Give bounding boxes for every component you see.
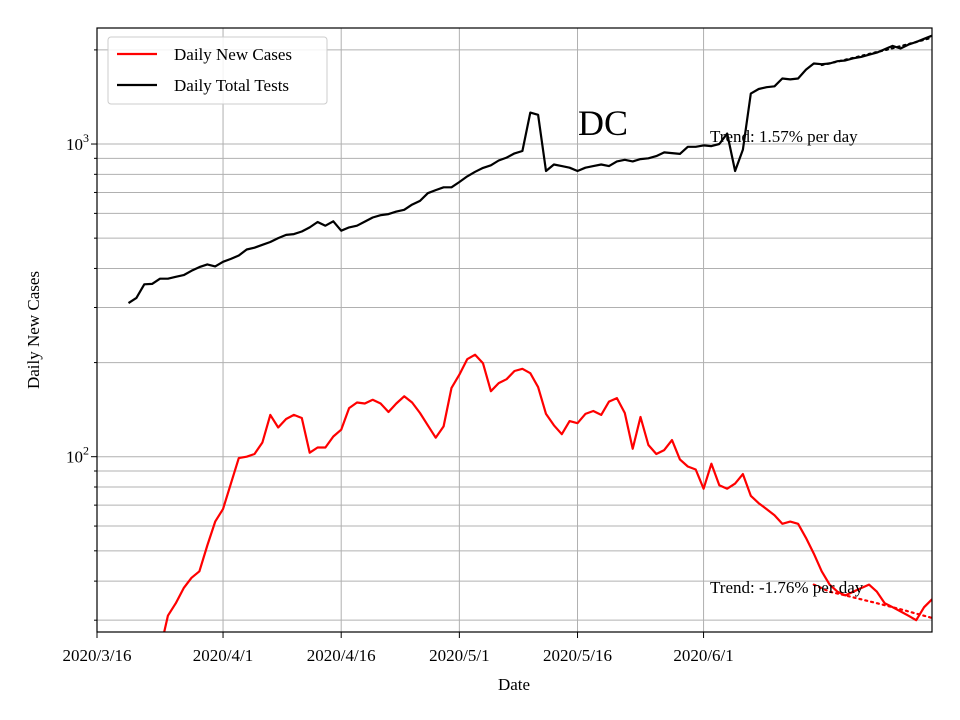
y-tick-label: 103 bbox=[66, 131, 89, 154]
series-lines bbox=[127, 34, 932, 632]
y-tick-label: 102 bbox=[66, 444, 89, 467]
legend-label-daily-new-cases: Daily New Cases bbox=[174, 45, 292, 64]
x-axis-ticks: 2020/3/16 2020/4/1 2020/4/16 2020/5/1 2020/5… bbox=[63, 632, 734, 665]
x-tick-label: 2020/4/1 bbox=[193, 646, 253, 665]
x-tick-label: 2020/4/16 bbox=[307, 646, 376, 665]
x-tick-label: 2020/5/16 bbox=[543, 646, 612, 665]
legend-box bbox=[107, 36, 328, 105]
trend-line-daily-new-cases bbox=[812, 583, 932, 620]
tests-trend-annotation: Trend: 1.57% per day bbox=[710, 127, 858, 146]
grid-lines bbox=[96, 28, 932, 632]
x-tick-label: 2020/3/16 bbox=[63, 646, 132, 665]
trend-lines bbox=[812, 36, 932, 620]
series-line-daily-total-tests bbox=[127, 34, 932, 305]
cases-trend-annotation: Trend: -1.76% per day bbox=[710, 578, 864, 597]
legend-label-daily-total-tests: Daily Total Tests bbox=[174, 76, 289, 95]
y-axis-ticks: 102 103 bbox=[66, 49, 97, 621]
y-axis-label: Daily New Cases bbox=[24, 271, 43, 389]
legend: Daily New Cases Daily Total Tests bbox=[107, 36, 328, 105]
series-line-daily-new-cases bbox=[163, 353, 932, 632]
chart-title: DC bbox=[578, 103, 628, 143]
x-tick-label: 2020/5/1 bbox=[429, 646, 489, 665]
plot-frame bbox=[96, 27, 933, 633]
x-tick-label: 2020/6/1 bbox=[673, 646, 733, 665]
x-axis-label: Date bbox=[498, 675, 530, 694]
